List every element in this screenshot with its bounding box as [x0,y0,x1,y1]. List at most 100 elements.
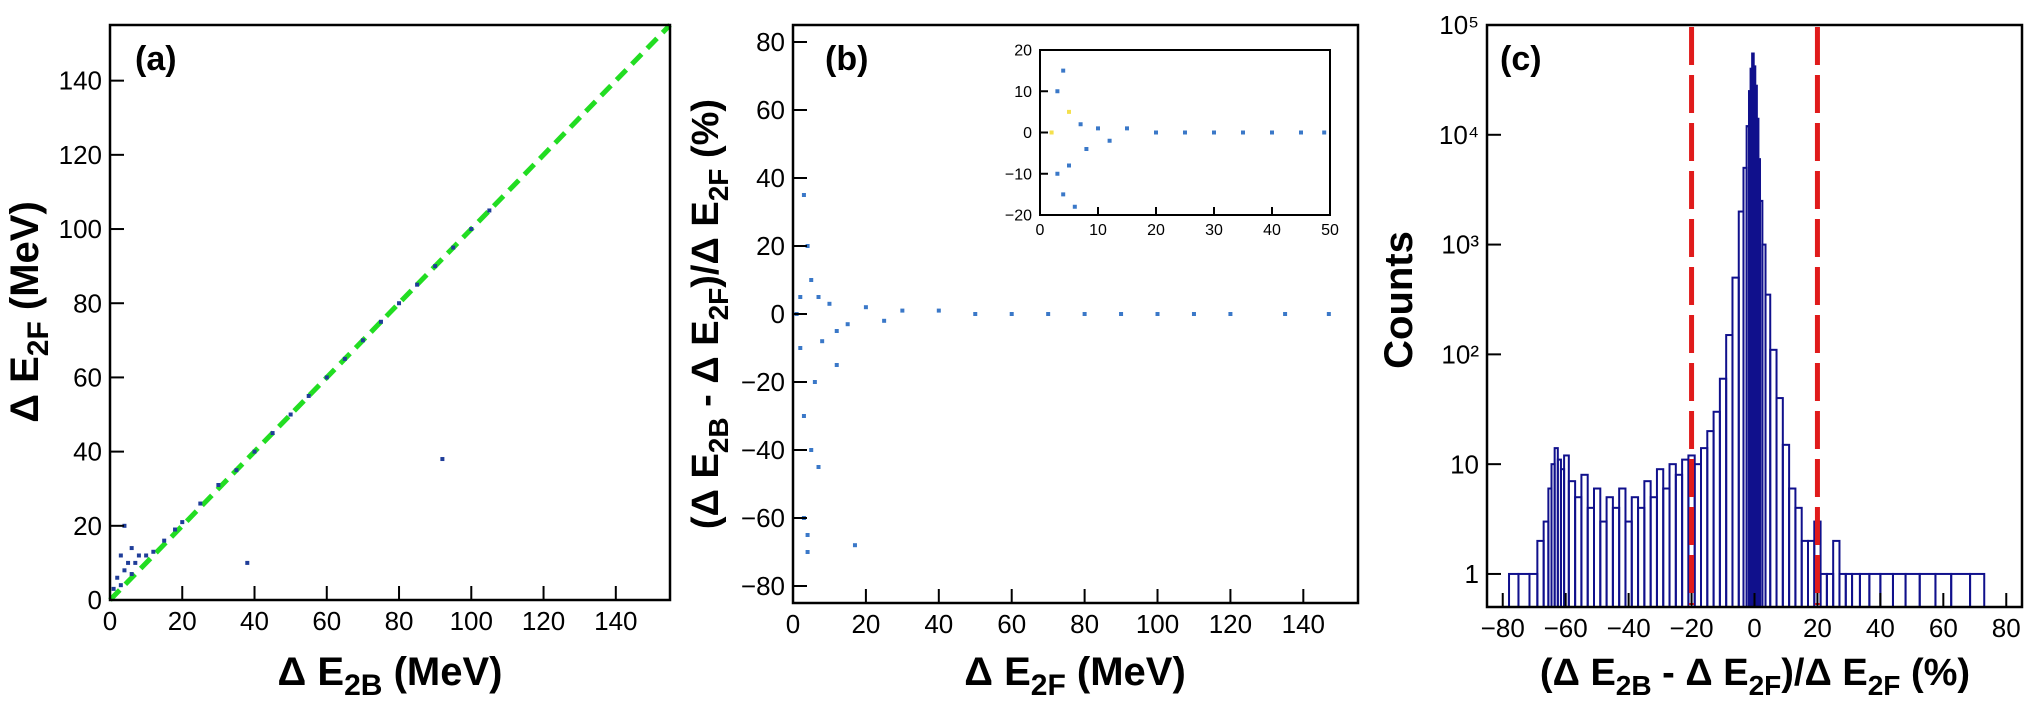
data-point [1009,312,1014,316]
data-point [252,449,257,454]
data-point [198,501,203,506]
y-tick-label: 10⁵ [1439,10,1479,40]
y-tick-label: 10 [1014,84,1032,101]
data-point [809,448,814,452]
x-tick-label: 120 [522,606,565,636]
y-tick-label: −10 [1005,166,1032,183]
panel-b: 0 20 40 60 80 100 120 140 −80−60−40−20020406080… [685,23,1360,702]
panel-label-a: (a) [135,40,177,78]
inset-data-point [1096,126,1100,131]
x-tick-label: 40 [1866,613,1895,643]
y-tick-label: 80 [73,288,102,318]
inset-data-point [1055,89,1060,94]
x-tick-label: 20 [851,609,880,639]
y-tick-label: 60 [73,363,102,393]
y-tick-label: 1 [1465,559,1479,589]
data-point [122,523,127,528]
inset-data-point [1241,130,1245,135]
data-point [863,305,868,310]
inset-y-ticks: −20 −10 0 10 20 [1005,43,1048,225]
data-point [1191,312,1196,316]
data-point [1046,312,1051,316]
data-point [234,468,239,473]
y-tick-label: 120 [59,140,102,170]
histogram-bin [1868,572,1882,609]
data-point [115,575,120,580]
data-point [144,553,149,558]
data-point [816,295,821,299]
data-point [111,586,116,591]
histogram-bin [1918,572,1937,609]
y-tick-label: −40 [741,435,785,465]
data-point [827,301,832,306]
inset-data-point [1212,130,1216,135]
data-point [451,245,456,250]
y-tick-label: 10⁴ [1439,120,1479,150]
x-tick-label: −80 [1481,613,1525,643]
reference-line-layer [108,23,672,602]
panel-c: −80 −60 −40 −20 0 20 40 60 80 1 10 10² 10³ 10⁴ 10⁵ (c… [1377,10,2024,701]
data-point [834,363,839,367]
data-point [852,543,857,548]
inset-data-point [1067,163,1071,168]
data-point [126,560,131,565]
inset-data-point [1107,138,1112,143]
data-point [1082,312,1087,316]
inset-data-point [1078,122,1083,127]
y-tick-label: 0 [88,585,102,615]
y-tick-label: 20 [1014,43,1032,60]
y-axis-title-b: (Δ E2B - Δ E2F)/Δ E2F (%) [685,99,734,529]
data-point [245,560,250,565]
data-point [173,527,178,532]
x-axis-title-b: Δ E2F (MeV) [964,650,1186,702]
x-axis-title-a: Δ E2B (MeV) [278,650,503,702]
y-tick-label: −20 [741,367,785,397]
data-point [162,538,167,543]
inset-data-point [1322,130,1327,135]
data-point [1326,312,1331,316]
histogram-bin [1517,572,1531,609]
data-point [900,308,905,313]
inset-data-point [1299,130,1303,135]
x-tick-label: 20 [1147,222,1165,239]
y-tick-label: 100 [59,214,102,244]
y-axis-title-a: Δ E2F (MeV) [3,201,55,423]
inset-data-point [1072,204,1077,209]
inset-data-point [1061,192,1066,197]
y-tick-label: −20 [1005,208,1032,225]
inset-data-point [1270,130,1274,135]
data-point [288,412,293,417]
data-point [151,549,156,554]
x-tick-label: 100 [1136,609,1179,639]
x-ticks-c: −80 −60 −40 −20 0 20 40 60 80 [1481,593,2021,643]
inset-data-point [1154,130,1158,135]
x-tick-label: 20 [1803,613,1832,643]
data-point [973,312,978,316]
x-tick-label: 40 [240,606,269,636]
y-tick-label: 20 [756,231,785,261]
data-point [118,553,123,558]
inset-data-point [1049,130,1054,135]
x-tick-label: 20 [168,606,197,636]
data-point [397,301,402,306]
data-point [122,568,127,573]
y-tick-label: −60 [741,503,785,533]
data-point [1228,312,1233,316]
data-point [270,431,275,436]
x-tick-label: 60 [997,609,1026,639]
x-tick-label: 80 [1992,613,2021,643]
inset-data-point [1183,130,1187,135]
data-point [324,375,329,380]
plot-frame-a [108,23,672,602]
scatter-points-b [794,193,1331,554]
x-axis-title-c: (Δ E2B - Δ E2F)/Δ E2F (%) [1540,652,1970,701]
data-point [936,308,941,313]
data-point [469,227,474,232]
x-tick-label: −40 [1607,613,1651,643]
x-tick-label: 50 [1321,222,1339,239]
x-tick-label: 0 [1036,222,1045,239]
histogram-bin [1508,572,1520,609]
data-point [805,550,810,554]
x-tick-label: 140 [1282,609,1325,639]
data-point [306,393,311,398]
